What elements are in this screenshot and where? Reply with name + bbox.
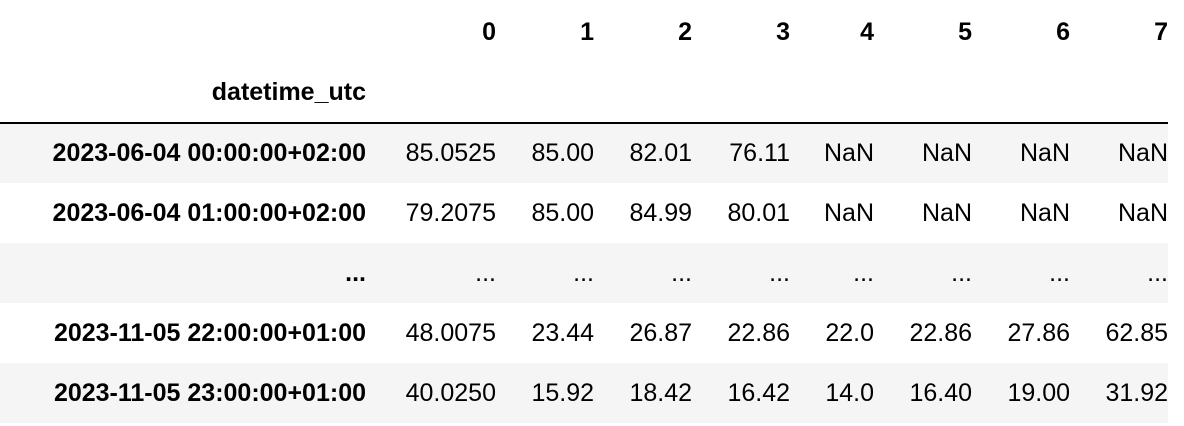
table-cell: ... (1147, 258, 1168, 287)
table-cell: NaN (1019, 198, 1070, 227)
table-cell: ... (951, 258, 972, 287)
dataframe-table: 0 1 2 3 4 5 6 7 datetime_utc 2023-06-04 … (0, 2, 1168, 423)
table-cell: 31.92 (1105, 378, 1168, 407)
column-header: 3 (776, 17, 790, 46)
table-cell: 27.86 (1007, 318, 1070, 347)
table-cell: NaN (921, 198, 972, 227)
table-cell: 19.00 (1007, 378, 1070, 407)
table-row-ellipsis: ... ... ... ... ... ... ... ... ... (0, 243, 1168, 303)
table-cell: 22.86 (727, 318, 790, 347)
table-cell: 14.0 (825, 378, 874, 407)
row-index: 2023-11-05 22:00:00+01:00 (53, 318, 366, 347)
column-header: 1 (580, 17, 594, 46)
table-cell: 76.11 (729, 139, 790, 167)
row-index: ... (345, 258, 366, 287)
table-cell: 23.44 (531, 318, 594, 347)
table-cell: ... (475, 258, 496, 287)
table-row: 2023-06-04 00:00:00+02:00 85.0525 85.00 … (0, 123, 1168, 183)
table-cell: 82.01 (629, 139, 692, 167)
index-name: datetime_utc (211, 77, 366, 106)
row-index: 2023-06-04 01:00:00+02:00 (52, 198, 366, 227)
table-cell: NaN (823, 139, 874, 167)
empty-header-cell (874, 62, 972, 123)
table-cell: 80.01 (727, 198, 790, 227)
table-cell: 62.85 (1105, 318, 1168, 347)
index-name-row: datetime_utc (0, 62, 1168, 123)
column-header: 6 (1056, 17, 1070, 46)
table-cell: ... (769, 258, 790, 287)
table-body: 2023-06-04 00:00:00+02:00 85.0525 85.00 … (0, 123, 1168, 423)
empty-header-cell (366, 62, 496, 123)
table-header: 0 1 2 3 4 5 6 7 datetime_utc (0, 2, 1168, 123)
table-cell: 26.87 (629, 318, 692, 347)
table-cell: 40.0250 (405, 378, 496, 407)
table-cell: ... (671, 258, 692, 287)
table-cell: 18.42 (629, 378, 692, 407)
table-cell: NaN (823, 198, 874, 227)
table-cell: ... (853, 258, 874, 287)
table-cell: 79.2075 (405, 198, 496, 227)
table-row: 2023-06-04 01:00:00+02:00 79.2075 85.00 … (0, 183, 1168, 243)
empty-header-cell (594, 62, 692, 123)
column-header: 5 (958, 17, 972, 46)
table-cell: 85.00 (531, 139, 594, 167)
column-header: 4 (860, 17, 874, 46)
corner-cell (0, 2, 366, 62)
table-cell: 48.0075 (405, 318, 496, 347)
empty-header-cell (1070, 62, 1168, 123)
table-cell: 85.00 (531, 198, 594, 227)
table-cell: 16.42 (727, 378, 790, 407)
table-row: 2023-11-05 23:00:00+01:00 40.0250 15.92 … (0, 363, 1168, 423)
table-cell: NaN (1117, 139, 1168, 167)
empty-header-cell (972, 62, 1070, 123)
table-cell: NaN (1019, 139, 1070, 167)
table-cell: 85.0525 (405, 139, 496, 167)
empty-header-cell (790, 62, 874, 123)
table-cell: NaN (1117, 198, 1168, 227)
column-header-row: 0 1 2 3 4 5 6 7 (0, 2, 1168, 62)
table-row: 2023-11-05 22:00:00+01:00 48.0075 23.44 … (0, 303, 1168, 363)
table-cell: 15.92 (531, 378, 594, 407)
table-cell: NaN (921, 139, 972, 167)
column-header: 0 (482, 17, 496, 46)
row-index: 2023-06-04 00:00:00+02:00 (52, 139, 366, 167)
column-header: 2 (678, 17, 692, 46)
table-cell: ... (1049, 258, 1070, 287)
table-cell: 84.99 (629, 198, 692, 227)
table-cell: ... (573, 258, 594, 287)
table-cell: 22.86 (909, 318, 972, 347)
empty-header-cell (692, 62, 790, 123)
row-index: 2023-11-05 23:00:00+01:00 (53, 378, 366, 407)
table-cell: 22.0 (825, 318, 874, 347)
table-cell: 16.40 (909, 378, 972, 407)
empty-header-cell (496, 62, 594, 123)
column-header: 7 (1154, 17, 1168, 46)
